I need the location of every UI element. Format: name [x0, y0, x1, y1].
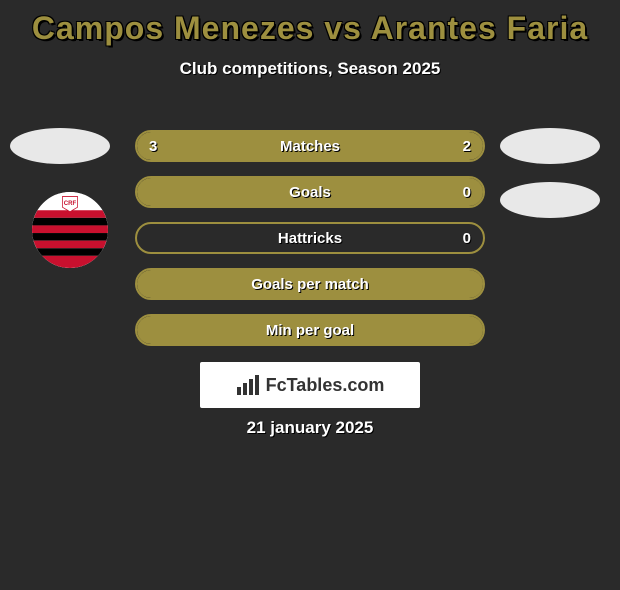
player-right-avatar — [500, 128, 600, 164]
stat-row: Min per goal — [135, 314, 485, 346]
stat-label: Hattricks — [137, 224, 483, 252]
player-left-avatar — [10, 128, 110, 164]
stats-table: Matches32Goals0Hattricks0Goals per match… — [135, 130, 485, 360]
stat-row: Goals0 — [135, 176, 485, 208]
stat-label: Goals — [137, 178, 483, 206]
brand-chart-icon — [236, 375, 260, 395]
club-right-logo-placeholder — [500, 182, 600, 218]
stat-value-right: 0 — [463, 224, 471, 252]
page-subtitle: Club competitions, Season 2025 — [0, 59, 620, 79]
date-label: 21 january 2025 — [0, 418, 620, 438]
stat-label: Matches — [137, 132, 483, 160]
svg-text:CRF: CRF — [64, 200, 77, 207]
stat-row: Goals per match — [135, 268, 485, 300]
brand-badge: FcTables.com — [200, 362, 420, 408]
stat-row: Hattricks0 — [135, 222, 485, 254]
stat-label: Min per goal — [137, 316, 483, 344]
page-title: Campos Menezes vs Arantes Faria — [0, 10, 620, 47]
stat-row: Matches3 2 — [135, 130, 485, 162]
brand-text: FcTables.com — [266, 375, 385, 396]
stat-value-right: 0 — [463, 178, 471, 206]
club-left-logo: CRF — [28, 188, 112, 272]
stat-value-right: 2 — [463, 132, 471, 160]
stat-value-left: 3 — [149, 132, 157, 160]
stat-label: Goals per match — [137, 270, 483, 298]
